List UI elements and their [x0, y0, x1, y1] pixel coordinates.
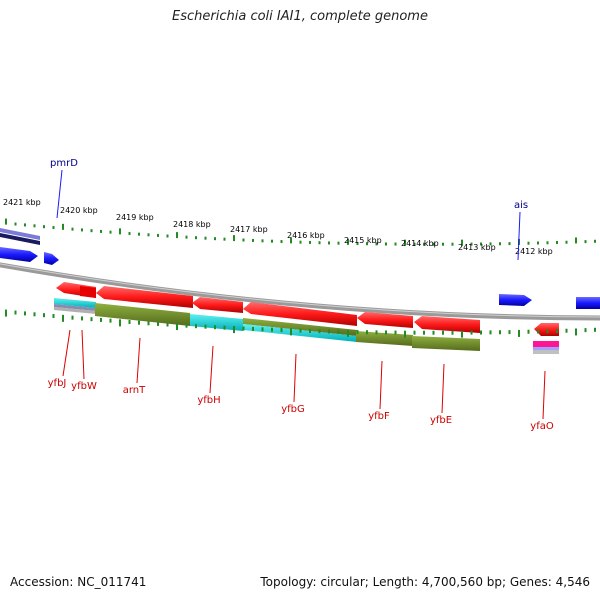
kbp-label: 2419 kbp	[116, 213, 154, 222]
cog-segment	[190, 314, 243, 331]
gene-leader-line	[542, 370, 546, 420]
forward-gene-arrow	[576, 297, 600, 309]
forward-strand-features	[0, 228, 600, 309]
cog-segment	[356, 331, 413, 346]
forward-gene-arrow	[0, 233, 40, 245]
gene-leader-line	[56, 169, 63, 219]
gene-label: yfbJ	[48, 378, 67, 389]
gene-leader-line	[293, 353, 297, 403]
forward-gene-arrow	[44, 252, 59, 265]
cog-segment	[533, 350, 559, 354]
gene-label: yfbH	[197, 395, 220, 406]
cog-segment	[95, 303, 190, 326]
reverse-gene-arrow	[414, 316, 480, 333]
reverse-gene-arrow	[243, 302, 357, 326]
forward-gene-arrow	[0, 228, 40, 240]
genome-backbone-highlight	[0, 263, 600, 318]
gene-label: yfbF	[368, 411, 390, 422]
cog-segment	[412, 336, 480, 351]
cog-segment	[533, 347, 559, 350]
gene-leader-line	[136, 337, 141, 384]
kbp-label: 2413 kbp	[458, 243, 496, 252]
genome-backbone	[0, 262, 600, 321]
gene-leader-line	[209, 345, 214, 394]
reverse-gene-arrow	[96, 286, 193, 308]
gene-label: yfaO	[530, 421, 554, 432]
kbp-label: 2418 kbp	[173, 220, 211, 229]
kbp-label: 2421 kbp	[3, 198, 41, 207]
cog-segment	[54, 304, 96, 311]
forward-gene-arrow	[499, 294, 532, 306]
gene-leader-line	[379, 360, 383, 410]
forward-gene-labels: pmrD ais	[50, 158, 528, 261]
genome-summary-text: Topology: circular; Length: 4,700,560 bp…	[260, 575, 590, 589]
accession-text: Accession: NC_011741	[10, 575, 147, 589]
cog-segment	[54, 307, 96, 314]
reverse-gene-labels: yfbJ yfbW arnT yfbH yfbG yfbF yfbE yfaO	[48, 329, 554, 432]
gene-leader-line	[441, 363, 445, 414]
cog-segment	[533, 341, 559, 347]
gene-label: arnT	[123, 385, 146, 396]
kbp-label: 2412 kbp	[515, 247, 553, 256]
gene-label: ais	[514, 200, 528, 211]
reverse-gene-arrow	[357, 312, 413, 328]
reverse-strand-features	[56, 282, 559, 336]
gene-label: yfbW	[71, 381, 97, 392]
gene-label: pmrD	[50, 158, 78, 169]
page-title: Escherichia coli IAI1, complete genome	[172, 9, 428, 24]
kbp-label: 2414 kbp	[401, 239, 439, 248]
upper-tick-track	[5, 218, 596, 246]
gene-label: yfbE	[430, 415, 452, 426]
reverse-gene-arrow	[80, 286, 96, 298]
cog-segment	[54, 298, 96, 308]
kbp-label: 2417 kbp	[230, 225, 268, 234]
kbp-label: 2416 kbp	[287, 231, 325, 240]
gene-leader-line	[517, 211, 521, 261]
kbp-label: 2415 kbp	[344, 236, 382, 245]
reverse-gene-arrow	[192, 297, 243, 313]
gene-label: yfbG	[281, 404, 305, 415]
kbp-scale-labels: 2421 kbp 2420 kbp 2419 kbp 2418 kbp 2417 kbp…	[3, 198, 553, 256]
gene-leader-line	[62, 329, 71, 377]
kbp-label: 2420 kbp	[60, 206, 98, 215]
gene-leader-line	[81, 329, 85, 380]
lower-tick-track	[5, 309, 596, 338]
forward-gene-arrow	[0, 247, 38, 262]
